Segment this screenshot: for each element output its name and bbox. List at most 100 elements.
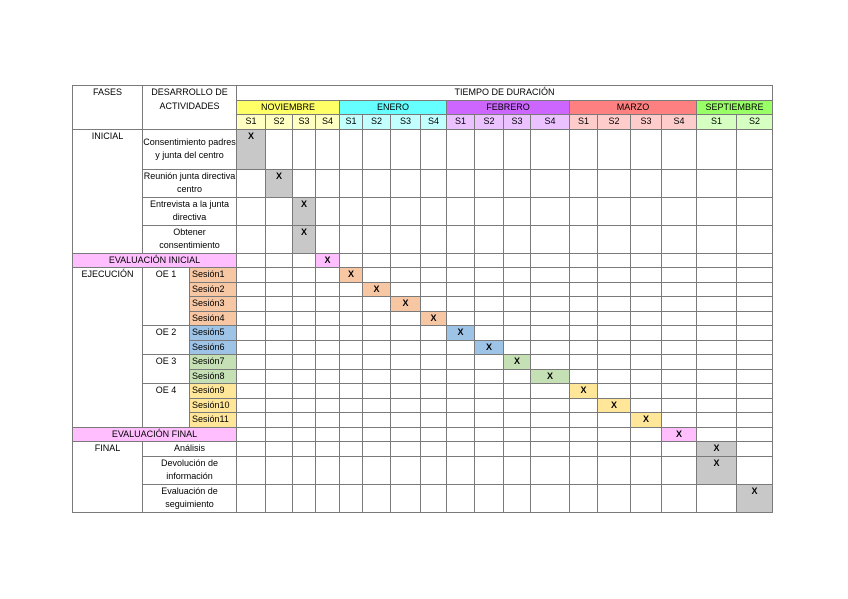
schedule-cell <box>265 368 293 384</box>
schedule-cell <box>530 397 570 413</box>
schedule-cell <box>265 281 293 297</box>
schedule-cell <box>661 128 697 170</box>
schedule-cell <box>420 128 447 170</box>
schedule-cell <box>597 281 631 297</box>
schedule-cell <box>236 252 266 268</box>
schedule-cell <box>736 281 773 297</box>
fases-header: FASES <box>72 85 143 130</box>
schedule-cell <box>661 483 697 513</box>
week-header: S1 <box>446 114 475 130</box>
schedule-cell <box>420 441 447 457</box>
schedule-cell <box>420 368 447 384</box>
schedule-cell <box>292 310 316 326</box>
tiempo-header: TIEMPO DE DURACIÓN <box>236 85 773 101</box>
schedule-cell <box>569 483 598 513</box>
schedule-cell <box>420 196 447 226</box>
schedule-cell <box>696 310 737 326</box>
schedule-cell <box>530 325 570 341</box>
schedule-cell <box>474 310 504 326</box>
schedule-cell <box>265 252 293 268</box>
schedule-cell <box>265 455 293 485</box>
schedule-cell <box>315 168 340 198</box>
schedule-mark: X <box>390 296 421 312</box>
schedule-cell <box>597 354 631 370</box>
activity-seguimiento: Evaluación de seguimiento <box>142 483 237 513</box>
session-label: Sesión3 <box>189 296 237 312</box>
schedule-cell <box>569 354 598 370</box>
schedule-cell <box>362 252 391 268</box>
schedule-cell <box>390 368 421 384</box>
schedule-cell <box>661 354 697 370</box>
week-header: S3 <box>390 114 421 130</box>
schedule-cell <box>362 224 391 254</box>
month-header: NOVIEMBRE <box>236 99 340 115</box>
schedule-cell <box>339 441 363 457</box>
schedule-cell <box>362 426 391 442</box>
schedule-cell <box>292 339 316 355</box>
schedule-cell <box>390 412 421 428</box>
schedule-cell <box>236 224 266 254</box>
schedule-cell <box>696 325 737 341</box>
schedule-cell <box>597 252 631 268</box>
schedule-cell <box>446 455 475 485</box>
schedule-cell <box>696 252 737 268</box>
schedule-cell <box>597 128 631 170</box>
schedule-cell <box>236 325 266 341</box>
schedule-cell <box>736 455 773 485</box>
schedule-cell <box>736 383 773 399</box>
schedule-cell <box>390 310 421 326</box>
schedule-cell <box>292 168 316 198</box>
schedule-mark: X <box>292 224 316 254</box>
schedule-cell <box>630 325 662 341</box>
schedule-cell <box>446 483 475 513</box>
schedule-cell <box>569 128 598 170</box>
schedule-cell <box>474 483 504 513</box>
month-header: FEBRERO <box>446 99 570 115</box>
schedule-cell <box>339 252 363 268</box>
schedule-cell <box>446 383 475 399</box>
schedule-cell <box>597 383 631 399</box>
schedule-cell <box>292 354 316 370</box>
schedule-cell <box>696 368 737 384</box>
gantt-table: FASES DESARROLLO DE ACTIVIDADES TIEMPO D… <box>72 85 773 513</box>
schedule-mark: X <box>339 267 363 283</box>
schedule-cell <box>362 267 391 283</box>
week-header: S2 <box>265 114 293 130</box>
schedule-mark: X <box>569 383 598 399</box>
objective-oe4: OE 4 <box>142 383 190 428</box>
schedule-cell <box>503 281 531 297</box>
schedule-cell <box>390 252 421 268</box>
schedule-cell <box>696 281 737 297</box>
schedule-cell <box>630 354 662 370</box>
table-row: FINAL Análisis X <box>72 441 773 513</box>
session-label: Sesión9 <box>189 383 237 399</box>
schedule-cell <box>390 383 421 399</box>
schedule-cell <box>530 354 570 370</box>
schedule-mark: X <box>597 397 631 413</box>
schedule-cell <box>630 224 662 254</box>
schedule-cell <box>362 383 391 399</box>
week-header: S1 <box>569 114 598 130</box>
schedule-cell <box>420 281 447 297</box>
eval-inicial-label: EVALUACIÓN INICIAL <box>72 252 237 268</box>
schedule-cell <box>503 397 531 413</box>
schedule-cell <box>569 310 598 326</box>
schedule-mark: X <box>315 252 340 268</box>
schedule-cell <box>339 196 363 226</box>
schedule-cell <box>292 397 316 413</box>
schedule-cell <box>292 252 316 268</box>
week-header: S4 <box>661 114 697 130</box>
schedule-cell <box>315 483 340 513</box>
schedule-cell <box>530 426 570 442</box>
schedule-cell <box>530 383 570 399</box>
schedule-cell <box>390 426 421 442</box>
schedule-cell <box>597 325 631 341</box>
session-label: Sesión1 <box>189 267 237 283</box>
schedule-cell <box>362 368 391 384</box>
schedule-cell <box>569 252 598 268</box>
week-header: S2 <box>597 114 631 130</box>
schedule-cell <box>236 441 266 457</box>
schedule-cell <box>503 441 531 457</box>
schedule-cell <box>661 310 697 326</box>
schedule-cell <box>339 383 363 399</box>
